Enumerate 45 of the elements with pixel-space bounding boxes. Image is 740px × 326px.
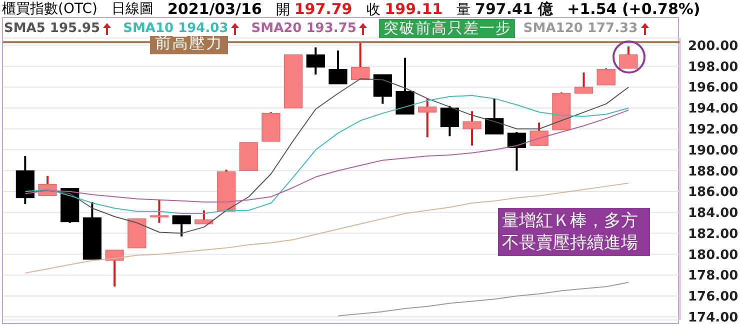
text: 收 199.11	[366, 0, 443, 18]
candlestick	[507, 131, 526, 172]
y-tick-label: 192.00	[688, 122, 738, 138]
y-tick-label: 198.00	[688, 60, 738, 75]
candlestick	[530, 122, 548, 147]
candlestick	[306, 46, 325, 76]
candlestick	[440, 104, 459, 138]
y-tick-label: 178.00	[688, 268, 738, 284]
text: 櫃買指數(OTC)	[2, 0, 98, 18]
candlestick	[328, 50, 348, 85]
candlestick	[105, 249, 124, 288]
y-tick-label: 194.00	[688, 102, 738, 117]
text: 突破前高只差一步	[379, 19, 516, 38]
y-tick-label: 200.00	[688, 38, 738, 54]
text: 量 797.41 億	[456, 0, 554, 18]
candlestick	[351, 41, 370, 81]
candlestick	[150, 198, 169, 224]
y-tick-label: 188.00	[688, 164, 738, 180]
candlestick	[462, 110, 482, 147]
text: 日線圖	[111, 0, 154, 18]
candlestick	[574, 71, 594, 94]
text: SMA20 193.75	[251, 21, 368, 36]
y-tick-label: 184.00	[688, 206, 738, 222]
y-tick-label: 176.00	[688, 290, 738, 305]
annotation: 量增紅Ｋ棒，多方不畏賣壓持續進場	[498, 208, 650, 256]
y-tick-label: 182.00	[688, 226, 738, 242]
text: 開 197.79	[276, 0, 352, 18]
y-tick-label: 186.00	[688, 185, 738, 200]
text: SMA120 177.33	[523, 21, 649, 36]
candlestick	[373, 74, 392, 105]
candlestick	[396, 56, 414, 116]
candlestick	[172, 214, 191, 238]
candlestick	[485, 98, 504, 136]
y-tick-label: 190.00	[688, 143, 738, 158]
text: +1.54 (+0.78%)	[567, 0, 700, 18]
candlestick	[619, 45, 638, 70]
text: SMA5 195.95	[4, 21, 112, 36]
candlestick	[418, 98, 437, 138]
line-series	[338, 282, 630, 316]
y-tick-label: 180.00	[688, 248, 738, 263]
y-tick-label: 196.00	[688, 80, 738, 96]
text: SMA10 194.03	[123, 21, 240, 36]
candlestick	[596, 67, 616, 86]
text: 2021/03/16	[167, 0, 262, 18]
y-tick-label: 174.00	[688, 310, 738, 326]
